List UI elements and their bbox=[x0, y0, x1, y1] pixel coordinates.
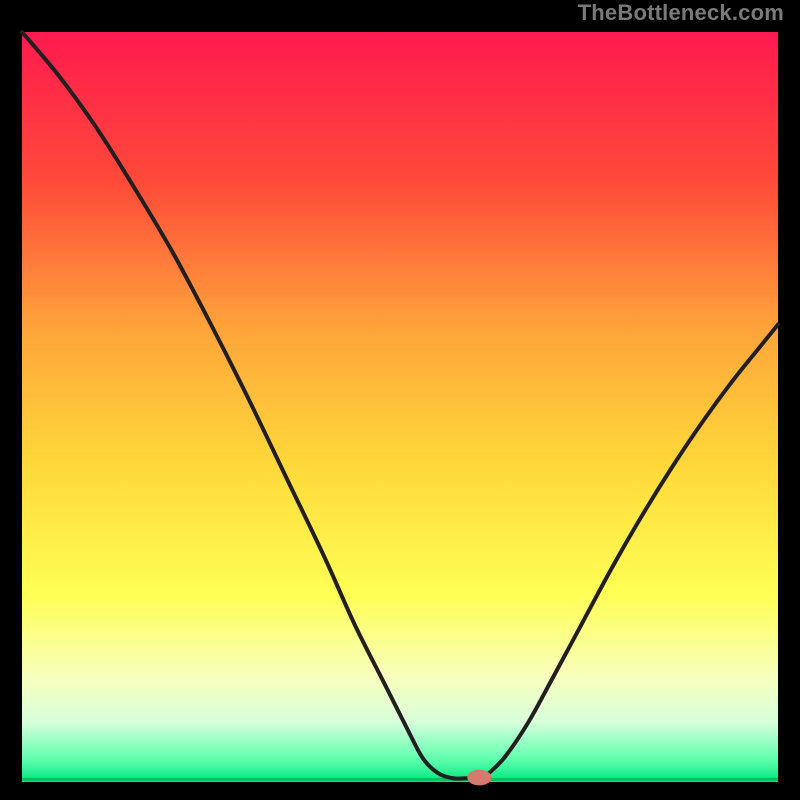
attribution-text: TheBottleneck.com bbox=[578, 0, 784, 26]
bottleneck-curve-chart bbox=[0, 0, 800, 800]
